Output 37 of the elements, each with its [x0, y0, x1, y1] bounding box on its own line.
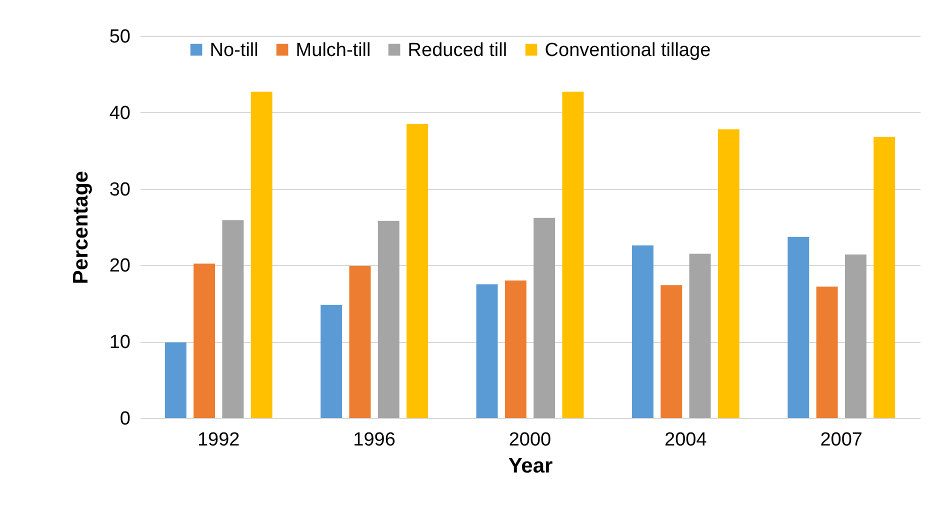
bar — [250, 92, 272, 418]
x-tick-label: 2007 — [820, 430, 863, 450]
y-tick-label: 30 — [109, 179, 130, 200]
bar — [378, 220, 400, 418]
bar — [660, 285, 682, 418]
y-tick-label: 20 — [109, 256, 130, 277]
bar — [844, 254, 866, 418]
x-tick-label: 1996 — [353, 430, 396, 450]
bar — [349, 266, 371, 418]
bar — [689, 254, 711, 418]
bar — [320, 304, 342, 418]
bar — [504, 280, 526, 418]
bar — [222, 220, 244, 418]
y-axis-title: Percentage — [69, 170, 92, 284]
bar — [816, 286, 838, 418]
x-tick-label: 2004 — [664, 430, 708, 450]
bar — [562, 92, 584, 418]
legend-label: Mulch-till — [296, 40, 371, 61]
legend-label: No-till — [210, 40, 258, 61]
x-tick-label: 2000 — [508, 430, 552, 450]
x-axis-title: Year — [508, 454, 553, 478]
bar — [874, 136, 896, 418]
bar — [718, 129, 740, 418]
y-tick-label: 0 — [120, 408, 130, 430]
y-tick-label: 40 — [109, 102, 130, 124]
y-tick-label: 50 — [109, 26, 130, 48]
bar — [534, 218, 556, 418]
y-tick-label: 10 — [109, 332, 130, 354]
bar — [476, 284, 498, 418]
bar — [788, 236, 810, 418]
bar — [194, 264, 216, 418]
bar — [406, 124, 428, 418]
bar — [164, 342, 186, 418]
bar — [632, 245, 654, 418]
legend-label: Reduced till — [408, 40, 508, 61]
x-tick-label: 1992 — [197, 430, 240, 450]
legend-label: Conventional tillage — [544, 40, 711, 61]
